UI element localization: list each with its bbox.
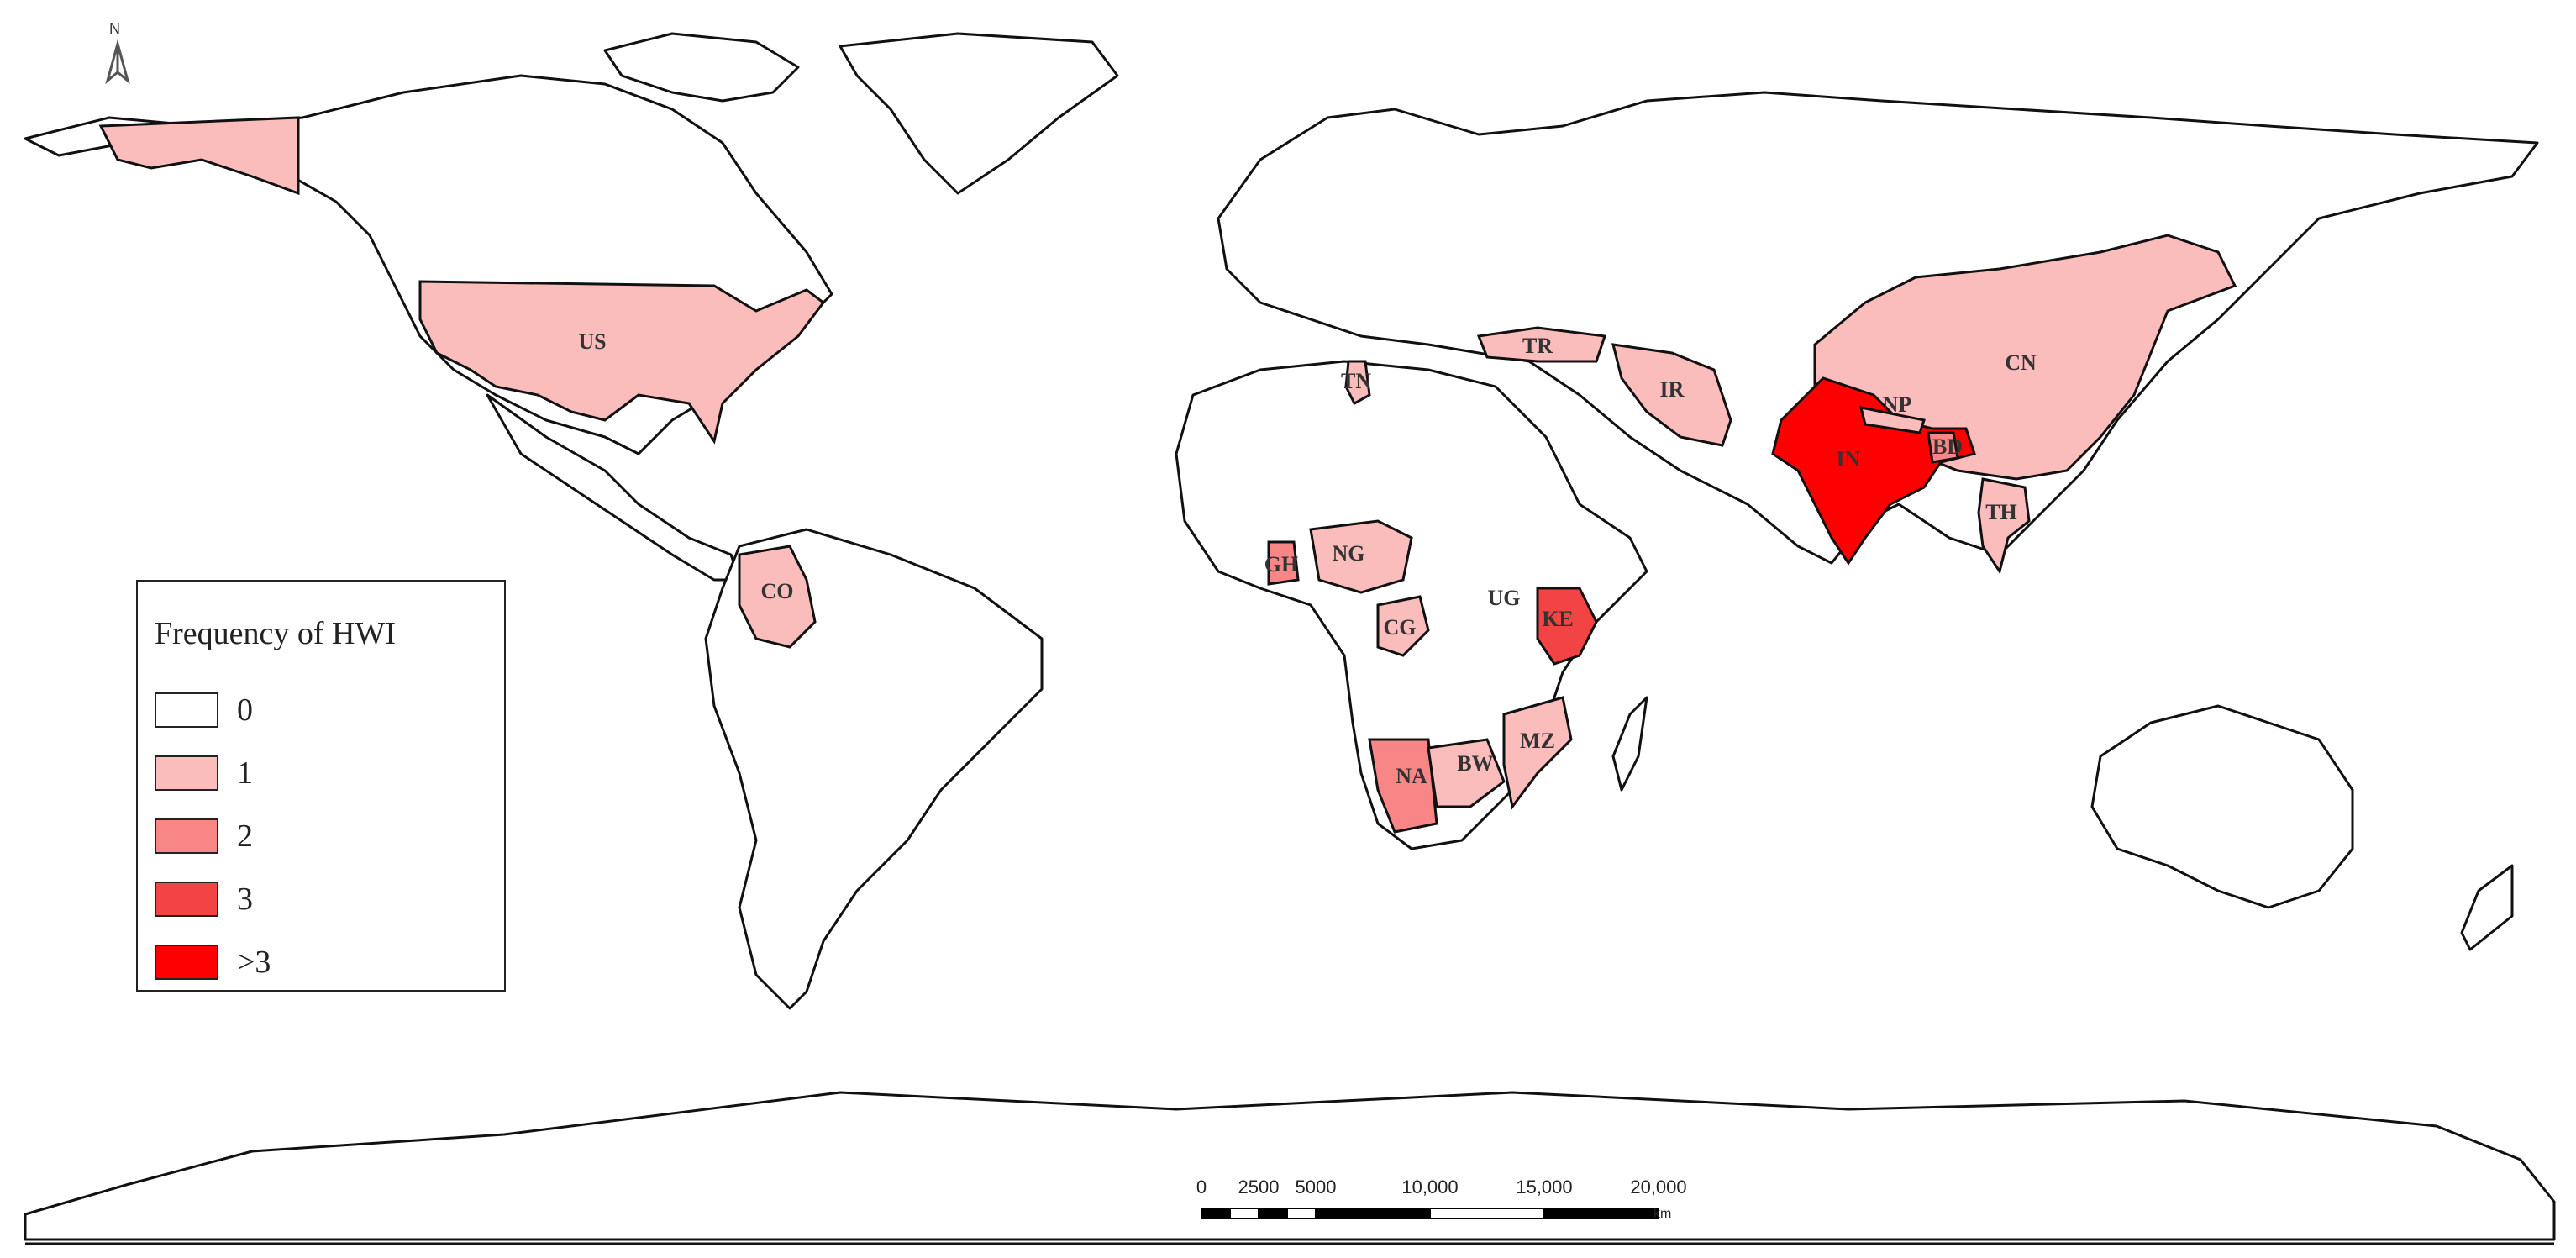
- country-shape-IR: [1611, 343, 1732, 447]
- country-shape-NG: [1309, 519, 1413, 594]
- country-shape-TH: [1977, 477, 2031, 575]
- north-arrow: N: [101, 20, 134, 85]
- legend-label-0: 0: [237, 692, 253, 728]
- scale-tick-15000: 15,000: [1516, 1176, 1573, 1197]
- scale-tick-10000: 10,000: [1401, 1176, 1459, 1197]
- country-shape-BD: [1927, 431, 1959, 464]
- legend-swatch-4: [155, 945, 218, 980]
- north-arrow-label: N: [109, 20, 120, 37]
- north-arrow-icon: [105, 39, 130, 85]
- label-TN: TN: [1341, 369, 1371, 393]
- country-shape-MZ: [1502, 696, 1573, 810]
- scale-tick-0: 0: [1196, 1176, 1207, 1197]
- greenland-landmass: [839, 32, 1119, 195]
- country-shape-US: [418, 280, 826, 445]
- label-NG: NG: [1333, 541, 1365, 566]
- country-shape-CO: [738, 545, 817, 649]
- scale-tick-5000: 5000: [1295, 1176, 1337, 1197]
- country-shape-CG: [1376, 595, 1430, 657]
- arctic-islands: [603, 32, 800, 103]
- label-CN: CN: [2005, 350, 2037, 375]
- country-labels: US CO TN GH NG CG UG KE NA BW MZ TR IR I…: [578, 329, 2037, 788]
- label-UG: UG: [1488, 586, 1521, 610]
- scale-tick-2500: 2500: [1238, 1176, 1280, 1197]
- legend-item-0: 0: [155, 691, 253, 729]
- legend-item-2: 2: [155, 817, 253, 855]
- legend-label-1: 1: [237, 755, 253, 791]
- legend-swatch-0: [155, 692, 218, 728]
- new-zealand-landmass: [2460, 864, 2514, 951]
- antarctica-landmass: [24, 1091, 2556, 1241]
- legend-item-1: 1: [155, 754, 253, 792]
- legend-item-3: 3: [155, 880, 253, 918]
- country-shape-NP: [1858, 406, 1926, 434]
- label-IR: IR: [1660, 377, 1685, 402]
- country-shape-IN: [1771, 376, 1976, 566]
- south-america-landmass: [704, 528, 1044, 1010]
- label-GH: GH: [1264, 552, 1298, 576]
- label-BW: BW: [1457, 751, 1493, 776]
- label-TR: TR: [1522, 334, 1553, 358]
- label-MZ: MZ: [1520, 729, 1555, 753]
- country-shape-TN: [1344, 360, 1371, 406]
- scale-unit: km: [1653, 1207, 1672, 1221]
- scale-bar: 0 2500 5000 10,000 15,000 20,000 km: [1193, 1176, 1697, 1235]
- country-shape-GH: [1267, 540, 1300, 586]
- legend-swatch-2: [155, 818, 218, 854]
- legend-swatch-1: [155, 755, 218, 791]
- legend-swatch-3: [155, 882, 218, 917]
- australia-landmass: [2090, 704, 2354, 909]
- label-CG: CG: [1384, 615, 1417, 640]
- scale-bar-graphic: [1201, 1208, 1659, 1219]
- label-IN: IN: [1837, 447, 1861, 471]
- country-shape-TR: [1476, 326, 1607, 363]
- legend-label-3: 3: [237, 882, 253, 917]
- country-shape-US-alaska: [98, 116, 300, 196]
- country-shape-BW: [1427, 738, 1506, 808]
- legend-label-4: >3: [237, 945, 271, 980]
- label-KE: KE: [1542, 607, 1574, 631]
- map-legend: Frequency of HWI 0 1 2 3 >3: [136, 580, 506, 992]
- label-BD: BD: [1932, 434, 1963, 459]
- scale-tick-20000: 20,000: [1630, 1176, 1687, 1197]
- legend-label-2: 2: [237, 818, 253, 854]
- country-shape-KE: [1536, 587, 1598, 666]
- label-US: US: [578, 329, 606, 354]
- legend-title: Frequency of HWI: [155, 616, 397, 651]
- country-shape-NA: [1368, 738, 1438, 834]
- label-NP: NP: [1883, 392, 1912, 417]
- label-TH: TH: [1985, 500, 2017, 524]
- label-CO: CO: [761, 579, 794, 603]
- legend-item-4: >3: [155, 943, 271, 982]
- madagascar-landmass: [1611, 696, 1648, 792]
- label-NA: NA: [1396, 764, 1427, 788]
